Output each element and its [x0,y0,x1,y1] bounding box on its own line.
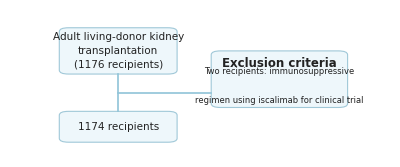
FancyBboxPatch shape [211,51,348,108]
Text: Adult living-donor kidney
transplantation
(1176 recipients): Adult living-donor kidney transplantatio… [52,32,184,70]
Text: Exclusion criteria: Exclusion criteria [222,57,337,70]
FancyBboxPatch shape [59,28,177,74]
FancyBboxPatch shape [59,111,177,142]
Text: Two recipients: immunosuppressive

regimen using iscalimab for clinical trial: Two recipients: immunosuppressive regime… [195,67,364,105]
Text: 1174 recipients: 1174 recipients [78,122,159,132]
